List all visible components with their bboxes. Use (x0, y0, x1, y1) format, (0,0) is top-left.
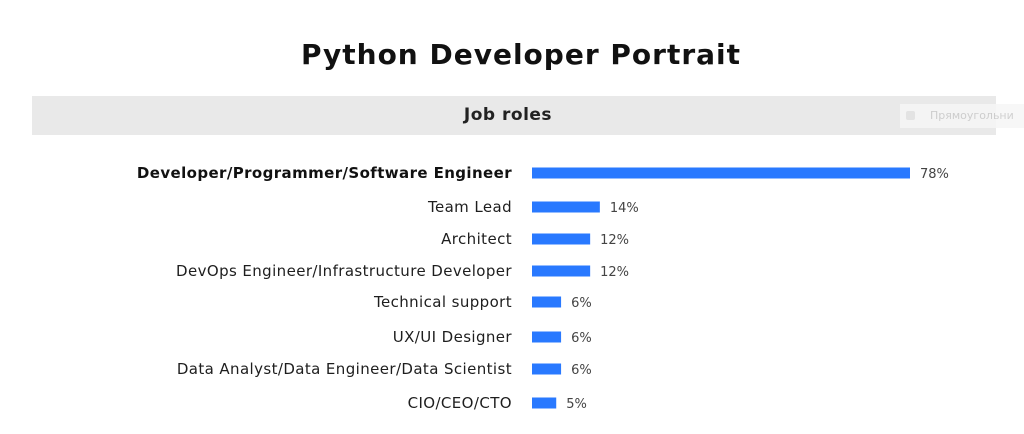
value-label: 6% (571, 331, 592, 346)
value-label: 6% (571, 363, 592, 378)
category-label: UX/UI Designer (393, 328, 513, 346)
category-label: DevOps Engineer/Infrastructure Developer (176, 262, 512, 280)
bar (532, 265, 591, 277)
bar (532, 363, 562, 375)
value-label: 14% (610, 201, 639, 216)
section-header-band (32, 96, 996, 135)
page-title: Python Developer Portrait (300, 38, 742, 71)
category-label: Data Analyst/Data Engineer/Data Scientis… (177, 360, 512, 378)
category-label: Technical support (373, 293, 512, 311)
value-label: 12% (600, 233, 629, 248)
value-label: 78% (920, 167, 949, 182)
rectangle-icon (906, 111, 915, 120)
category-label: CIO/CEO/CTO (408, 394, 512, 412)
bar (532, 296, 562, 308)
overlay-shape-tooltip: Прямоугольни (900, 104, 1024, 128)
value-label: 12% (600, 265, 629, 280)
value-label: 5% (566, 397, 587, 412)
value-label: 6% (571, 296, 592, 311)
category-label: Architect (441, 230, 512, 248)
bar (532, 331, 562, 343)
bar (532, 167, 910, 179)
bar (532, 397, 557, 409)
bar (532, 233, 591, 245)
category-label: Team Lead (427, 198, 512, 216)
category-label: Developer/Programmer/Software Engineer (137, 164, 512, 182)
overlay-shape-label: Прямоугольни (930, 109, 1014, 122)
bar (532, 201, 600, 213)
section-header-label: Job roles (463, 105, 553, 125)
